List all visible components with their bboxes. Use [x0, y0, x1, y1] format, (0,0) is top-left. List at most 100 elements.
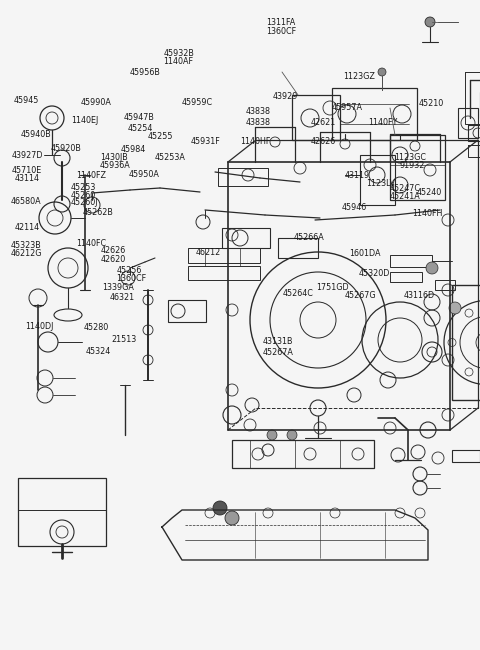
Bar — [435, 280, 455, 290]
Bar — [390, 272, 422, 282]
Text: 1430JB: 1430JB — [100, 153, 128, 162]
Text: 45264C: 45264C — [282, 289, 313, 298]
Text: 1311FA: 1311FA — [266, 18, 296, 27]
Text: 42626: 42626 — [101, 246, 126, 255]
Bar — [188, 248, 260, 263]
Text: 43116D: 43116D — [403, 291, 434, 300]
Text: 43838: 43838 — [246, 118, 271, 127]
Text: 45247C: 45247C — [390, 184, 421, 193]
Circle shape — [378, 68, 386, 76]
Text: 42620: 42620 — [101, 255, 126, 264]
Circle shape — [225, 511, 239, 525]
Text: 46212: 46212 — [196, 248, 221, 257]
Text: 42114: 42114 — [14, 223, 39, 232]
Bar — [168, 300, 206, 322]
Text: 45267G: 45267G — [345, 291, 376, 300]
Text: 45260J: 45260J — [71, 198, 98, 207]
Text: 45262B: 45262B — [83, 208, 113, 217]
Circle shape — [426, 262, 438, 274]
Text: 45946: 45946 — [342, 203, 367, 213]
Text: 45945: 45945 — [13, 96, 39, 105]
Bar — [222, 228, 270, 248]
Text: 45932B: 45932B — [163, 49, 194, 58]
Text: 1140FZ: 1140FZ — [76, 171, 106, 180]
Bar — [468, 125, 480, 141]
Text: 45990A: 45990A — [81, 98, 111, 107]
Text: 45984: 45984 — [121, 145, 146, 154]
Text: 43838: 43838 — [246, 107, 271, 116]
Circle shape — [287, 430, 297, 440]
Bar — [468, 145, 480, 157]
Text: 1123GC: 1123GC — [395, 153, 427, 162]
Circle shape — [449, 302, 461, 314]
Bar — [18, 478, 106, 546]
Text: 45240: 45240 — [417, 188, 442, 197]
Text: 45254: 45254 — [127, 124, 153, 133]
Text: 43131B: 43131B — [263, 337, 294, 346]
Text: 45210: 45210 — [419, 99, 444, 109]
Text: 45255: 45255 — [148, 132, 173, 141]
Text: 46580A: 46580A — [11, 197, 41, 206]
Text: 45241A: 45241A — [390, 192, 420, 201]
Text: 45260: 45260 — [71, 190, 96, 200]
Text: 45253: 45253 — [71, 183, 96, 192]
Text: 45253A: 45253A — [155, 153, 185, 162]
Text: 45267A: 45267A — [263, 348, 294, 357]
Text: 46212G: 46212G — [11, 249, 42, 258]
Text: 45959C: 45959C — [181, 98, 213, 107]
Text: 1140EJ: 1140EJ — [71, 116, 98, 125]
Text: 42621: 42621 — [311, 118, 336, 127]
Text: 45266A: 45266A — [294, 233, 324, 242]
Text: 45931F: 45931F — [191, 136, 221, 146]
Text: 45936A: 45936A — [100, 161, 131, 170]
Bar — [332, 88, 417, 140]
Bar — [465, 72, 480, 124]
Text: 45320D: 45320D — [359, 268, 390, 278]
Bar — [452, 285, 480, 400]
Bar — [390, 255, 432, 267]
Text: 1140HF: 1140HF — [240, 136, 270, 146]
Bar — [360, 155, 395, 205]
Text: 1140FC: 1140FC — [76, 239, 106, 248]
Text: 43927D: 43927D — [12, 151, 44, 161]
Bar — [232, 440, 374, 468]
Text: 45323B: 45323B — [11, 241, 41, 250]
Text: 1751GD: 1751GD — [316, 283, 348, 292]
Text: 1601DA: 1601DA — [349, 249, 381, 258]
Text: 45324: 45324 — [85, 346, 111, 356]
Text: 45920B: 45920B — [50, 144, 81, 153]
Text: 21513: 21513 — [111, 335, 137, 344]
Bar — [452, 450, 480, 462]
Bar — [390, 135, 445, 200]
Bar — [292, 95, 340, 140]
Text: 45956B: 45956B — [130, 68, 160, 77]
Text: 1360CF: 1360CF — [266, 27, 297, 36]
Text: 45256: 45256 — [116, 266, 142, 275]
Text: 45710E: 45710E — [12, 166, 42, 176]
Text: 1123LV: 1123LV — [366, 179, 395, 188]
Bar — [458, 108, 478, 138]
Text: 43929: 43929 — [273, 92, 298, 101]
Text: 46321: 46321 — [109, 293, 134, 302]
Circle shape — [267, 430, 277, 440]
Text: 1140FH: 1140FH — [412, 209, 442, 218]
Text: 45947B: 45947B — [124, 112, 155, 122]
Text: 1123GZ: 1123GZ — [343, 72, 375, 81]
Text: 1360CF: 1360CF — [116, 274, 146, 283]
Text: 1339GA: 1339GA — [102, 283, 133, 292]
Text: 45957A: 45957A — [331, 103, 362, 112]
Circle shape — [425, 17, 435, 27]
Text: 1140AF: 1140AF — [163, 57, 193, 66]
Bar — [188, 266, 260, 280]
Text: 43119: 43119 — [345, 171, 370, 180]
Circle shape — [213, 501, 227, 515]
Text: 45280: 45280 — [84, 323, 109, 332]
Text: 45940B: 45940B — [20, 130, 51, 139]
Text: 42626: 42626 — [311, 136, 336, 146]
Text: 1140FY: 1140FY — [369, 118, 398, 127]
Bar — [218, 168, 268, 186]
Text: 1140DJ: 1140DJ — [25, 322, 53, 331]
Bar — [278, 238, 318, 258]
Text: 43114: 43114 — [14, 174, 39, 183]
Text: 91932: 91932 — [399, 161, 425, 170]
